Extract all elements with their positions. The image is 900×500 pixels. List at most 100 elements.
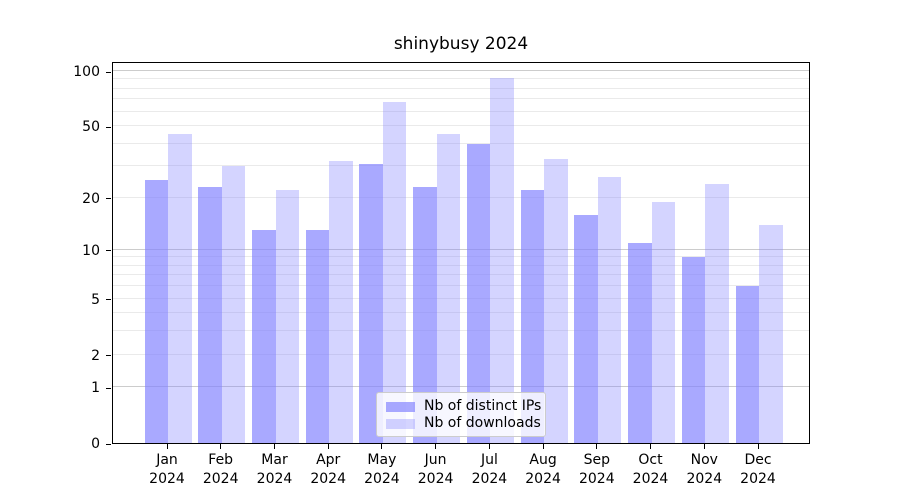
bar-distinct-ips: [735, 286, 759, 443]
x-tick-year: 2024: [740, 471, 776, 487]
bar-downloads: [597, 177, 622, 443]
x-tick-month: Apr: [316, 452, 341, 468]
x-tick-month: Aug: [529, 452, 557, 468]
x-tick-label: Mar 2024: [243, 451, 307, 489]
x-tick-label: May 2024: [350, 451, 414, 489]
bar-distinct-ips: [359, 163, 383, 443]
y-tick: [106, 443, 111, 445]
minor-gridline: [113, 353, 809, 355]
bar-downloads: [759, 224, 783, 443]
minor-gridline: [113, 274, 809, 276]
minor-gridline: [113, 330, 809, 332]
bar-distinct-ips: [574, 214, 598, 443]
x-tick-year: 2024: [525, 471, 561, 487]
y-tick: [106, 198, 111, 200]
minor-gridline: [113, 165, 809, 167]
major-gridline: [113, 248, 809, 250]
x-tick-year: 2024: [686, 471, 723, 487]
minor-gridline: [113, 125, 809, 127]
legend-label-distinct-ips: Nb of distinct IPs: [424, 398, 542, 414]
legend-swatch-downloads: [386, 418, 415, 429]
bar-distinct-ips: [681, 257, 706, 443]
y-tick-label: 20: [82, 190, 100, 207]
x-tick: [381, 444, 383, 449]
x-tick-label: Nov 2024: [672, 451, 736, 489]
x-tick: [166, 444, 168, 449]
bar-distinct-ips: [198, 186, 222, 443]
minor-gridline: [113, 312, 809, 314]
plot-area: [112, 62, 810, 444]
y-tick: [106, 355, 111, 356]
legend-item-distinct-ips: Nb of distinct IPs: [386, 398, 541, 415]
minor-gridline: [113, 142, 809, 144]
legend-item-downloads: Nb of downloads: [386, 415, 541, 432]
x-tick-month: May: [367, 452, 397, 468]
minor-gridline: [113, 264, 809, 266]
y-tick: [106, 126, 111, 128]
x-tick: [274, 444, 275, 449]
x-tick-month: Feb: [208, 452, 234, 468]
minor-gridline: [113, 78, 809, 80]
bar-distinct-ips: [466, 143, 491, 443]
bar-downloads: [382, 101, 407, 443]
bar-distinct-ips: [413, 186, 437, 443]
y-tick: [106, 250, 111, 252]
y-tick-label: 2: [91, 347, 100, 364]
x-tick-label: Jun 2024: [404, 451, 468, 489]
bar-distinct-ips: [520, 190, 545, 443]
bar-distinct-ips: [628, 242, 652, 443]
y-tick-label: 0: [91, 436, 100, 452]
minor-gridline: [113, 87, 809, 89]
y-tick-label: 100: [73, 64, 100, 80]
x-tick: [596, 444, 598, 449]
x-tick-year: 2024: [578, 471, 615, 487]
y-tick: [106, 387, 111, 389]
bar-downloads: [275, 190, 299, 443]
bar-distinct-ips: [252, 230, 276, 443]
x-tick-label: Dec 2024: [726, 451, 790, 489]
bar-downloads: [329, 161, 353, 443]
bar-downloads: [168, 134, 192, 443]
x-tick: [650, 444, 651, 449]
minor-gridline: [113, 297, 809, 299]
y-tick: [106, 71, 111, 73]
x-tick: [327, 444, 329, 449]
major-gridline: [113, 386, 809, 388]
bar-downloads: [705, 183, 729, 443]
x-tick: [488, 444, 490, 449]
legend: Nb of distinct IPs Nb of downloads: [376, 392, 546, 437]
y-tick-label: 50: [82, 119, 100, 136]
x-tick-month: Sep: [583, 452, 610, 468]
x-tick-month: Nov: [690, 452, 718, 468]
x-tick-year: 2024: [417, 471, 454, 487]
x-tick-year: 2024: [471, 471, 508, 487]
bar-layer: [113, 63, 809, 443]
x-tick-year: 2024: [149, 471, 185, 487]
minor-gridline: [113, 285, 809, 287]
x-tick-label: Feb 2024: [189, 451, 253, 489]
x-tick-year: 2024: [310, 471, 346, 487]
bar-distinct-ips: [144, 180, 168, 443]
chart-title: shinybusy 2024: [393, 34, 529, 54]
x-tick-month: Jan: [156, 452, 178, 468]
x-tick-month: Dec: [744, 452, 772, 468]
legend-swatch-distinct-ips: [386, 401, 415, 412]
bar-downloads: [490, 77, 514, 443]
x-tick-label: Apr 2024: [296, 451, 360, 489]
x-tick-year: 2024: [364, 471, 400, 487]
x-tick-month: Jul: [480, 452, 498, 468]
bar-downloads: [651, 201, 675, 443]
x-tick-month: Jun: [424, 452, 447, 468]
major-gridline: [113, 70, 809, 71]
x-tick-label: Aug 2024: [511, 451, 575, 489]
x-tick-label: Oct 2024: [619, 451, 683, 489]
minor-gridline: [113, 256, 809, 258]
bar-downloads: [544, 158, 568, 443]
x-tick-year: 2024: [256, 471, 293, 487]
x-tick: [435, 444, 437, 449]
x-tick-month: Oct: [638, 452, 663, 468]
x-tick: [757, 444, 759, 449]
grid-layer: [113, 63, 809, 443]
bar-distinct-ips: [305, 230, 330, 443]
y-tick-label: 5: [91, 291, 100, 308]
